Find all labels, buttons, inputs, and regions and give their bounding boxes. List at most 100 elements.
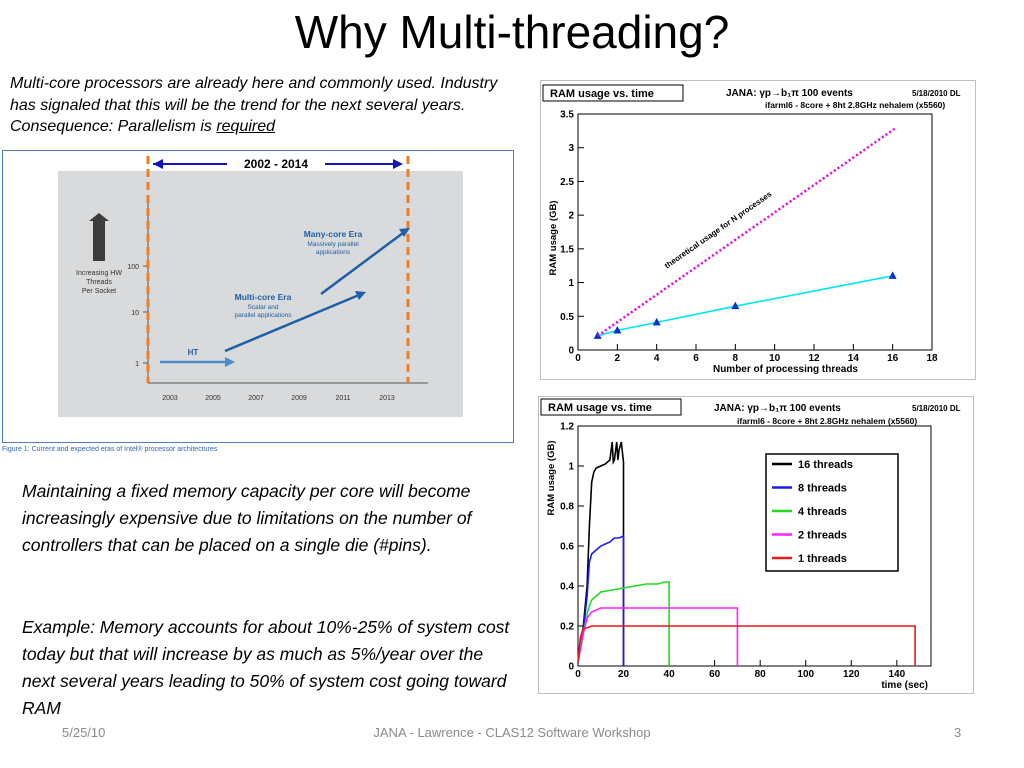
multicore-era-sub-1: Scalar and: [247, 304, 278, 311]
intro-paragraph: Multi-core processors are already here a…: [10, 73, 510, 138]
intro-required: required: [216, 118, 276, 135]
body-paragraph-2: Example: Memory accounts for about 10%-2…: [22, 617, 510, 718]
intro-text: Multi-core processors are already here a…: [10, 75, 498, 135]
x-tick-label: 2: [615, 353, 621, 364]
y-tick-label: 0.8: [560, 502, 574, 513]
plot-area: 0 20 40 60 80 100 120 140 0 0.2 0.4 0.6 0.8 1 1.2 16 th…: [560, 422, 932, 680]
chart-title-box: [542, 84, 684, 102]
x-tick-label: 12: [808, 353, 820, 364]
chart-header-sub: ifarml6 - 8core + 8ht 2.8GHz nehalem (x5…: [765, 100, 945, 110]
intel-eras-diagram: Increasing HW Threads Per Socket 1 10 10…: [58, 156, 463, 417]
chart-header-main: JANA: γp→b₁π 100 events: [726, 88, 853, 99]
data-point: [652, 317, 661, 326]
x-tick-label: 8: [733, 353, 739, 364]
chart-header-main: JANA: γp→b₁π 100 events: [714, 403, 841, 414]
multicore-era-arrow: [224, 293, 360, 353]
y-tick-label: 0: [568, 346, 574, 357]
y-tick-label: 100: [127, 264, 139, 271]
y-tick-label: 1: [568, 278, 574, 289]
legend-box: [765, 453, 899, 572]
chart-header-sub: ifarml6 - 8core + 8ht 2.8GHz nehalem (x5…: [737, 416, 917, 426]
chart-header-date: 5/18/2010 DL: [912, 89, 961, 98]
manycore-era-title: Many-core Era: [304, 229, 363, 239]
range-label: 2002 - 2014: [244, 157, 308, 171]
y-tick-label: 10: [131, 310, 139, 317]
x-tick-label: 40: [664, 669, 676, 680]
footer-title: JANA - Lawrence - CLAS12 Software Worksh…: [373, 725, 651, 740]
x-axis-title: Number of processing threads: [713, 364, 858, 375]
footer-date: 5/25/10: [62, 725, 106, 740]
x-axis-title: time (sec): [881, 680, 928, 691]
series-line-1: [577, 534, 625, 666]
y-tick-label: 1.5: [560, 244, 574, 255]
series-line-2: [577, 581, 670, 666]
x-tick-label: 20: [618, 669, 630, 680]
y-axis-label-line-2: Threads: [86, 279, 112, 286]
y-tick-label: 0.2: [560, 622, 574, 633]
y-tick-label: 0.6: [560, 542, 574, 553]
y-tick-label: 1: [135, 361, 139, 368]
y-axis-title: RAM usage (GB): [548, 201, 559, 276]
chart-title: RAM usage vs. time: [548, 402, 652, 414]
y-tick-label: 0.5: [560, 312, 574, 323]
range-arrowhead-right: [393, 159, 403, 169]
x-tick-label: 2007: [248, 395, 264, 402]
x-tick-label: 14: [848, 353, 860, 364]
y-tick-label: 0: [568, 662, 574, 673]
series-line-1: [596, 127, 896, 337]
series-line-4: [577, 625, 916, 666]
multicore-era-title: Multi-core Era: [235, 292, 292, 302]
ram-vs-threads-chart: RAM usage vs. time JANA: γp→b₁π 100 even…: [540, 80, 976, 380]
y-tick-label: 0.4: [560, 582, 574, 593]
legend-label-2: 4 threads: [798, 506, 847, 518]
x-tick-label: 0: [575, 353, 581, 364]
plot-frame: [577, 113, 933, 351]
x-tick-label: 140: [888, 669, 905, 680]
ht-era-arrowhead: [225, 357, 235, 367]
data-point: [888, 271, 897, 279]
x-tick-label: 2009: [291, 395, 307, 402]
legend-label-4: 1 threads: [798, 553, 847, 565]
slide-title: Why Multi-threading?: [294, 6, 730, 58]
ram-vs-time-chart: RAM usage vs. time JANA: γp→b₁π 100 even…: [538, 396, 974, 694]
page-number: 3: [954, 725, 962, 740]
y-tick-label: 3.5: [560, 110, 574, 121]
x-tick-label: 6: [693, 353, 699, 364]
body-paragraph-1: Maintaining a fixed memory capacity per …: [22, 481, 472, 555]
manycore-era-sub-2: applications: [316, 249, 351, 256]
chart-title-box: [540, 398, 682, 416]
x-tick-label: 120: [843, 669, 860, 680]
up-arrow-icon: [89, 213, 109, 261]
y-tick-label: 1.2: [560, 422, 574, 433]
chart-title: RAM usage vs. time: [550, 88, 654, 100]
x-tick-label: 16: [887, 353, 899, 364]
chart-frame: [540, 80, 976, 380]
y-axis-title: RAM usage (GB): [546, 441, 557, 516]
figure-caption: Figure 1: Current and expected eras of I…: [2, 446, 218, 453]
manycore-era-arrowhead: [399, 228, 410, 237]
legend-label-1: 8 threads: [798, 483, 847, 495]
x-tick-label: 80: [755, 669, 767, 680]
x-tick-label: 2005: [205, 395, 221, 402]
y-axis-label-line-1: Increasing HW: [76, 270, 122, 277]
x-tick-label: 2003: [162, 395, 178, 402]
x-tick-label: 60: [709, 669, 721, 680]
multicore-era-sub-2: parallel applications: [234, 312, 292, 319]
legend-label-3: 2 threads: [798, 530, 847, 542]
y-tick-label: 3: [568, 143, 574, 154]
series-line-0: [577, 441, 625, 666]
data-point: [731, 301, 740, 310]
y-tick-label: 2: [568, 211, 574, 222]
x-tick-label: 18: [926, 353, 938, 364]
multicore-era-arrowhead: [355, 291, 366, 300]
manycore-era-arrow: [320, 231, 404, 296]
y-axis-label-line-3: Per Socket: [82, 288, 116, 295]
range-arrowhead-left: [153, 159, 163, 169]
data-point: [613, 325, 622, 334]
x-tick-label: 4: [654, 353, 660, 364]
x-tick-label: 10: [769, 353, 781, 364]
figure-background: [58, 171, 463, 417]
x-tick-label: 2011: [335, 395, 350, 402]
ht-era-label: HT: [188, 348, 199, 357]
x-tick-label: 0: [575, 669, 581, 680]
